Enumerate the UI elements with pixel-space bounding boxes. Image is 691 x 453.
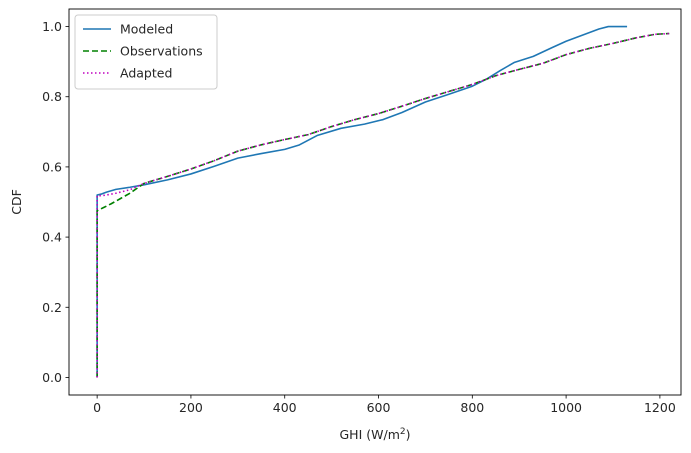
plot-frame bbox=[68, 8, 682, 396]
y-axis-title: CDF bbox=[9, 189, 24, 215]
y-tick-label: 1.0 bbox=[42, 19, 62, 34]
y-tick-label: 0.0 bbox=[42, 370, 62, 385]
legend-label-adapted: Adapted bbox=[120, 66, 172, 81]
legend-label-modeled: Modeled bbox=[120, 22, 173, 37]
y-tick-label: 0.2 bbox=[42, 300, 62, 315]
legend-box bbox=[74, 14, 218, 90]
series-line-modeled bbox=[96, 25, 628, 378]
y-tick-label: 0.6 bbox=[42, 159, 62, 174]
x-axis-title-suffix: ) bbox=[406, 427, 411, 442]
y-tick-label: 0.8 bbox=[42, 89, 62, 104]
x-tick-label: 1200 bbox=[644, 400, 676, 415]
legend: Modeled Observations Adapted bbox=[74, 14, 218, 90]
x-tick-label: 600 bbox=[367, 400, 391, 415]
series-layer bbox=[96, 25, 670, 378]
legend-label-observations: Observations bbox=[120, 44, 203, 59]
series-line-adapted bbox=[96, 32, 670, 378]
x-tick-label: 400 bbox=[273, 400, 297, 415]
x-tick-label: 200 bbox=[179, 400, 203, 415]
x-axis: 0 200 400 600 800 1000 1200 bbox=[93, 395, 676, 415]
y-axis: 0.0 0.2 0.4 0.6 0.8 1.0 bbox=[42, 19, 69, 385]
x-axis-title-main: GHI (W/m bbox=[340, 427, 400, 442]
x-axis-title: GHI (W/m2) bbox=[340, 427, 411, 442]
x-tick-label: 1000 bbox=[550, 400, 582, 415]
x-tick-label: 0 bbox=[93, 400, 101, 415]
x-tick-label: 800 bbox=[460, 400, 484, 415]
x-axis-title-sup: 2 bbox=[400, 427, 406, 437]
y-tick-label: 0.4 bbox=[42, 230, 62, 245]
